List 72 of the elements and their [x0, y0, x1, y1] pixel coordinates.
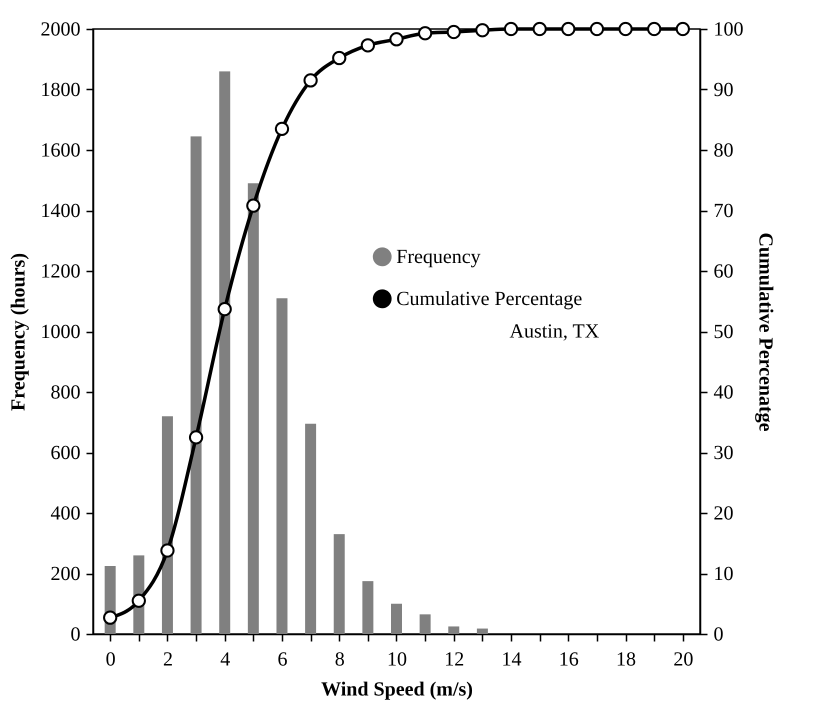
point: [418, 26, 432, 40]
x-tick-label: 20: [673, 648, 694, 670]
y-axis-title: Frequency (hours): [8, 253, 30, 411]
bar: [248, 183, 259, 634]
point: [360, 38, 375, 52]
point: [188, 430, 204, 444]
y-tick-label: 1800: [40, 79, 80, 101]
x-tick-label: 12: [444, 648, 464, 670]
point: [332, 50, 346, 66]
bar: [448, 626, 460, 634]
bar: [362, 581, 374, 634]
point: [504, 22, 518, 36]
point: [561, 22, 576, 36]
y2-axis-title: Cumulative Percenatge: [754, 232, 776, 432]
bar: [219, 71, 230, 634]
y2-tick-label: 60: [714, 260, 734, 282]
x-tick-label: 0: [106, 648, 116, 670]
x-tick-label: 4: [220, 648, 230, 670]
annotation: Austin, TX: [510, 320, 600, 342]
y2-tick-label: 10: [714, 563, 734, 585]
y2-tick-label: 50: [714, 321, 734, 343]
y2-tick-label: 20: [714, 502, 734, 524]
x-tick-label: 6: [277, 648, 288, 670]
y-tick-label: 1000: [40, 321, 80, 343]
point: [218, 302, 232, 316]
y-tick-label: 800: [50, 382, 80, 404]
bar: [334, 534, 345, 634]
x-tick-label: 10: [387, 648, 407, 670]
point: [532, 22, 547, 36]
point: [647, 22, 662, 36]
point: [303, 73, 318, 88]
y2-tick-label: 40: [714, 382, 734, 404]
bar: [420, 614, 431, 634]
x-tick-label: 2: [162, 648, 173, 670]
y-tick-label: 1200: [40, 260, 80, 282]
y-tick-label: 2000: [40, 18, 80, 40]
x-axis-title: Wind Speed (m/s): [321, 678, 473, 700]
legend-label: Frequency: [396, 246, 481, 268]
x-tick-label: 18: [616, 648, 636, 670]
bar: [476, 628, 488, 634]
point: [103, 610, 118, 625]
point: [389, 32, 404, 46]
point: [246, 198, 260, 213]
bar: [190, 136, 202, 634]
point: [590, 22, 604, 36]
bar: [305, 424, 316, 634]
bar: [162, 416, 173, 634]
y-tick-label: 1400: [40, 200, 80, 222]
y-tick-label: 200: [50, 563, 80, 585]
point: [446, 24, 461, 40]
bar: [391, 604, 402, 634]
y-tick-label: 0: [70, 624, 80, 646]
y2-tick-label: 80: [714, 140, 734, 162]
y-tick-label: 600: [50, 442, 80, 464]
y2-tick-label: 0: [714, 624, 724, 646]
x-tick-label: 16: [558, 648, 579, 670]
legend-label: Cumulative Percentage: [396, 288, 582, 310]
y2-tick-label: 30: [714, 442, 734, 464]
y2-tick-label: 100: [714, 18, 744, 40]
y2-tick-label: 70: [714, 200, 734, 222]
y-tick-label: 400: [50, 502, 80, 524]
bar: [276, 298, 288, 634]
point: [475, 23, 490, 38]
y-tick-label: 1600: [40, 140, 80, 162]
point: [160, 543, 175, 558]
point: [274, 122, 290, 136]
point: [132, 594, 146, 608]
point: [618, 22, 633, 36]
point: [676, 22, 690, 36]
x-tick-label: 8: [334, 648, 345, 670]
x-tick-label: 14: [502, 648, 522, 670]
y2-tick-label: 90: [714, 79, 734, 101]
